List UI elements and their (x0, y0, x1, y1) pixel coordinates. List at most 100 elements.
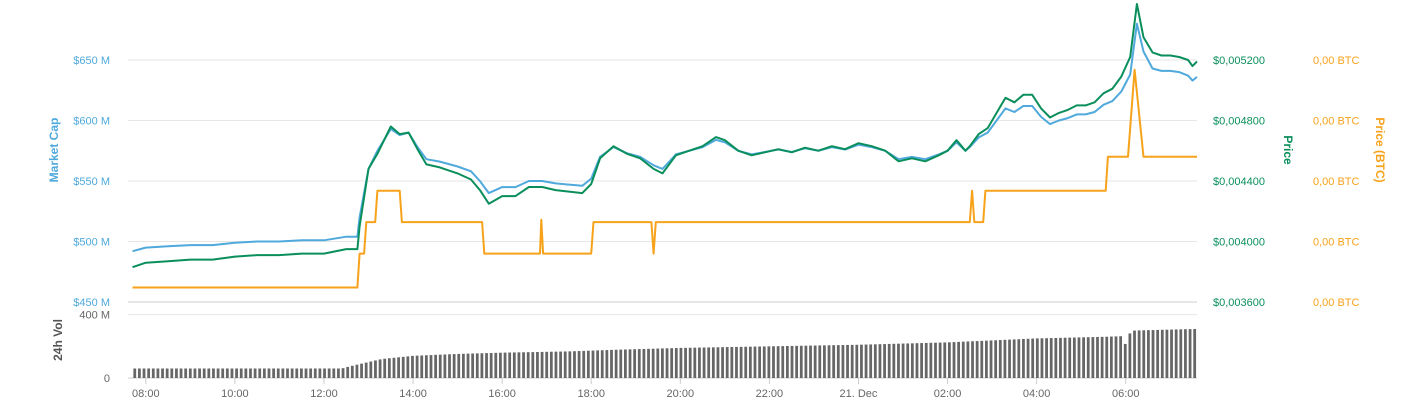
volume-bar (175, 368, 178, 378)
volume-bar (295, 368, 299, 378)
volume-bar (337, 368, 340, 378)
volume-bar (300, 368, 303, 378)
volume-bar (739, 346, 743, 378)
volume-bar (577, 351, 581, 378)
volume-bar (906, 343, 910, 378)
volume-bar (549, 351, 553, 378)
volume-bar (938, 342, 942, 378)
volume-bar (707, 347, 711, 378)
volume-bar (994, 340, 998, 378)
axis-layer: 08:00 10:00 12:00 14:00 16:00 18:00 20:00 22:00… (47, 55, 1387, 400)
volume-bar (286, 368, 289, 378)
x-tick-label: 18:00 (577, 388, 605, 400)
volume-bar (910, 343, 914, 378)
volume-bar (332, 368, 336, 378)
volume-bar (225, 368, 229, 378)
volume-bar (369, 361, 373, 378)
volume-bar (818, 345, 822, 378)
volume-bar (711, 347, 715, 378)
volume-bar (1096, 336, 1099, 378)
volume-bar (767, 346, 771, 378)
volume-bar (985, 340, 988, 378)
volume-bar (846, 344, 849, 378)
volume-bar (725, 347, 729, 378)
volume-bar (350, 365, 354, 378)
volume-bar (387, 358, 391, 378)
volume-bar (466, 353, 470, 378)
volume-bar (156, 368, 160, 378)
volume-bar (438, 354, 442, 378)
volume-bar (448, 354, 451, 378)
volume-bar (573, 351, 576, 378)
volume-bar (679, 347, 683, 378)
volume-bar (559, 351, 562, 378)
volume-bar (619, 349, 623, 378)
volume-bar (415, 355, 419, 378)
volume-bar (614, 349, 618, 378)
volume-bar (457, 353, 461, 378)
volume-bar (1179, 329, 1183, 378)
price-btc-axis-title: Price (BTC) (1373, 117, 1387, 182)
market-cap-tick-label: $500 M (73, 237, 110, 249)
volume-bar (489, 352, 493, 378)
price-btc-tick-label: 0,00 BTC (1313, 55, 1360, 67)
price-btc-tick-label: 0,00 BTC (1313, 237, 1360, 249)
volume-bar (411, 355, 414, 378)
volume-bar (401, 356, 405, 378)
volume-bar (795, 345, 799, 378)
x-tick-label: 14:00 (399, 388, 427, 400)
volume-bar (522, 352, 525, 378)
volume-bar (799, 345, 803, 378)
volume-bar (781, 346, 785, 378)
volume-bar (605, 350, 609, 378)
volume-bar (1147, 330, 1150, 378)
volume-bar (656, 348, 660, 378)
volume-bar (1012, 339, 1016, 378)
volume-bar (378, 359, 382, 378)
x-tick-label: 10:00 (221, 388, 249, 400)
volume-bar (540, 351, 544, 378)
volume-bar (276, 368, 280, 378)
volume-bar (961, 341, 965, 378)
volume-bar (827, 345, 831, 378)
volume-bar (804, 345, 808, 378)
volume-bar (212, 368, 215, 378)
volume-bar (193, 368, 197, 378)
volume-bar (744, 346, 748, 378)
volume-bar (869, 344, 873, 378)
volume-bar (443, 354, 447, 378)
volume-bar (674, 348, 678, 378)
volume-bar (452, 354, 456, 378)
volume-bar (1082, 337, 1085, 378)
volume-bar (508, 352, 512, 378)
market-cap-tick-label: $550 M (73, 176, 110, 188)
volume-bar (813, 345, 817, 378)
volume-bar (809, 345, 812, 378)
x-tick-label: 06:00 (1112, 388, 1140, 400)
x-tick-label: 20:00 (667, 388, 695, 400)
volume-bar (374, 360, 377, 378)
volume-bar (1040, 338, 1044, 378)
volume-bar (1123, 343, 1127, 378)
volume-bar (360, 363, 363, 378)
volume-bar (272, 368, 276, 378)
price-btc-tick-label: 0,00 BTC (1313, 116, 1360, 128)
volume-bar (957, 341, 961, 378)
volume-bar (355, 364, 359, 378)
volume-bar (971, 341, 974, 378)
market-cap-axis-title: Market Cap (47, 118, 61, 183)
volume-bar (499, 352, 502, 378)
volume-bar (1072, 337, 1076, 378)
volume-bar (688, 347, 692, 378)
volume-bar (637, 349, 641, 378)
volume-bar (883, 344, 886, 378)
market_cap-line (132, 22, 1198, 253)
volume-bar (536, 351, 539, 378)
volume-bar (952, 342, 956, 378)
price-usd-tick-label: $0,003600 (1213, 297, 1265, 309)
volume-layer (133, 328, 1197, 378)
volume-bar (665, 348, 669, 378)
volume-bar (1105, 336, 1109, 378)
volume-bar (758, 346, 761, 378)
volume-bar (563, 351, 567, 378)
